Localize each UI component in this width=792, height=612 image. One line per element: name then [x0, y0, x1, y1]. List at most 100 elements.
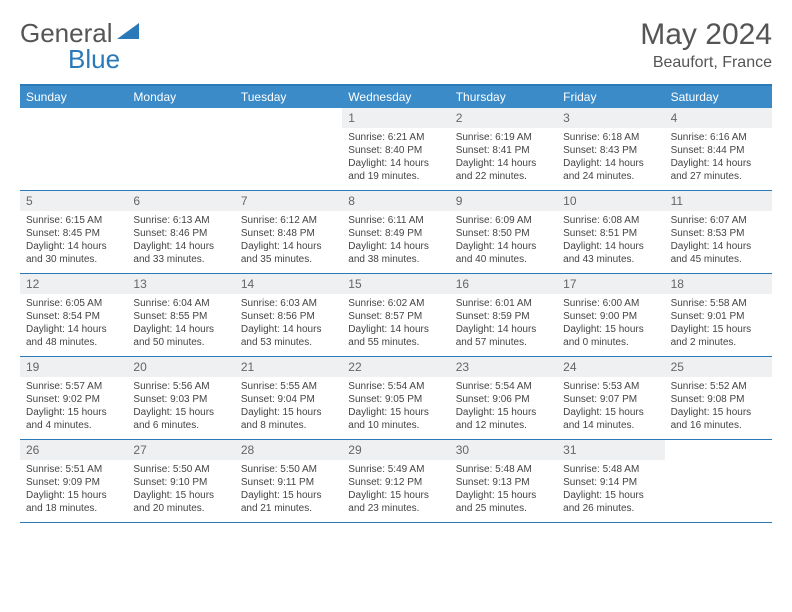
- sunset-text: Sunset: 8:54 PM: [26, 310, 121, 323]
- cell-date: [20, 108, 127, 114]
- cell-body: Sunrise: 5:57 AMSunset: 9:02 PMDaylight:…: [20, 377, 127, 437]
- daylight-text: Daylight: 15 hours and 18 minutes.: [26, 489, 121, 515]
- page-header: General May 2024 Beaufort, France: [20, 18, 772, 72]
- logo-blue-row: Blue: [20, 44, 120, 75]
- daylight-text: Daylight: 14 hours and 38 minutes.: [348, 240, 443, 266]
- sunset-text: Sunset: 9:01 PM: [671, 310, 766, 323]
- cell-body: Sunrise: 6:19 AMSunset: 8:41 PMDaylight:…: [450, 128, 557, 188]
- sunset-text: Sunset: 9:05 PM: [348, 393, 443, 406]
- cell-date: 28: [235, 440, 342, 460]
- sunset-text: Sunset: 9:07 PM: [563, 393, 658, 406]
- cell-date: 17: [557, 274, 664, 294]
- cell-body: Sunrise: 5:54 AMSunset: 9:06 PMDaylight:…: [450, 377, 557, 437]
- cell-date: 20: [127, 357, 234, 377]
- cell-body: Sunrise: 5:50 AMSunset: 9:11 PMDaylight:…: [235, 460, 342, 520]
- daylight-text: Daylight: 15 hours and 12 minutes.: [456, 406, 551, 432]
- sunrise-text: Sunrise: 6:04 AM: [133, 297, 228, 310]
- cell-date: [665, 440, 772, 446]
- sunrise-text: Sunrise: 6:18 AM: [563, 131, 658, 144]
- day-header-mon: Monday: [127, 86, 234, 108]
- cell-body: Sunrise: 6:04 AMSunset: 8:55 PMDaylight:…: [127, 294, 234, 354]
- calendar-cell: 17Sunrise: 6:00 AMSunset: 9:00 PMDayligh…: [557, 274, 664, 356]
- daylight-text: Daylight: 15 hours and 2 minutes.: [671, 323, 766, 349]
- cell-date: 10: [557, 191, 664, 211]
- calendar-cell: 7Sunrise: 6:12 AMSunset: 8:48 PMDaylight…: [235, 191, 342, 273]
- daylight-text: Daylight: 14 hours and 30 minutes.: [26, 240, 121, 266]
- cell-date: 5: [20, 191, 127, 211]
- calendar-cell: 16Sunrise: 6:01 AMSunset: 8:59 PMDayligh…: [450, 274, 557, 356]
- calendar-cell: 28Sunrise: 5:50 AMSunset: 9:11 PMDayligh…: [235, 440, 342, 522]
- calendar-cell: 27Sunrise: 5:50 AMSunset: 9:10 PMDayligh…: [127, 440, 234, 522]
- sunrise-text: Sunrise: 5:56 AM: [133, 380, 228, 393]
- day-header-sun: Sunday: [20, 86, 127, 108]
- sunset-text: Sunset: 9:00 PM: [563, 310, 658, 323]
- cell-date: [235, 108, 342, 114]
- sunset-text: Sunset: 8:50 PM: [456, 227, 551, 240]
- calendar-cell: [127, 108, 234, 190]
- cell-date: 19: [20, 357, 127, 377]
- sunrise-text: Sunrise: 6:21 AM: [348, 131, 443, 144]
- cell-body: Sunrise: 5:50 AMSunset: 9:10 PMDaylight:…: [127, 460, 234, 520]
- cell-body: Sunrise: 5:55 AMSunset: 9:04 PMDaylight:…: [235, 377, 342, 437]
- sunset-text: Sunset: 9:08 PM: [671, 393, 766, 406]
- calendar-cell: 9Sunrise: 6:09 AMSunset: 8:50 PMDaylight…: [450, 191, 557, 273]
- calendar-cell: 20Sunrise: 5:56 AMSunset: 9:03 PMDayligh…: [127, 357, 234, 439]
- cell-date: 30: [450, 440, 557, 460]
- logo-text-blue: Blue: [68, 44, 120, 74]
- cell-date: 12: [20, 274, 127, 294]
- location: Beaufort, France: [640, 54, 772, 72]
- sunset-text: Sunset: 8:46 PM: [133, 227, 228, 240]
- cell-date: [127, 108, 234, 114]
- calendar-cell: [665, 440, 772, 522]
- cell-date: 29: [342, 440, 449, 460]
- sunrise-text: Sunrise: 5:50 AM: [241, 463, 336, 476]
- cell-date: 26: [20, 440, 127, 460]
- cell-date: 27: [127, 440, 234, 460]
- day-header-fri: Friday: [557, 86, 664, 108]
- calendar-cell: 5Sunrise: 6:15 AMSunset: 8:45 PMDaylight…: [20, 191, 127, 273]
- daylight-text: Daylight: 14 hours and 19 minutes.: [348, 157, 443, 183]
- daylight-text: Daylight: 14 hours and 33 minutes.: [133, 240, 228, 266]
- day-header-sat: Saturday: [665, 86, 772, 108]
- cell-date: 2: [450, 108, 557, 128]
- week-row: 1Sunrise: 6:21 AMSunset: 8:40 PMDaylight…: [20, 108, 772, 191]
- week-row: 19Sunrise: 5:57 AMSunset: 9:02 PMDayligh…: [20, 357, 772, 440]
- cell-body: Sunrise: 5:58 AMSunset: 9:01 PMDaylight:…: [665, 294, 772, 354]
- sunrise-text: Sunrise: 5:48 AM: [563, 463, 658, 476]
- sunset-text: Sunset: 9:09 PM: [26, 476, 121, 489]
- day-header-wed: Wednesday: [342, 86, 449, 108]
- day-header-tue: Tuesday: [235, 86, 342, 108]
- sunrise-text: Sunrise: 6:16 AM: [671, 131, 766, 144]
- sunrise-text: Sunrise: 6:19 AM: [456, 131, 551, 144]
- calendar-cell: 8Sunrise: 6:11 AMSunset: 8:49 PMDaylight…: [342, 191, 449, 273]
- calendar-cell: 2Sunrise: 6:19 AMSunset: 8:41 PMDaylight…: [450, 108, 557, 190]
- daylight-text: Daylight: 15 hours and 8 minutes.: [241, 406, 336, 432]
- cell-body: Sunrise: 5:51 AMSunset: 9:09 PMDaylight:…: [20, 460, 127, 520]
- sunrise-text: Sunrise: 6:05 AM: [26, 297, 121, 310]
- sunset-text: Sunset: 8:43 PM: [563, 144, 658, 157]
- calendar-cell: 24Sunrise: 5:53 AMSunset: 9:07 PMDayligh…: [557, 357, 664, 439]
- sunset-text: Sunset: 8:49 PM: [348, 227, 443, 240]
- cell-body: Sunrise: 6:02 AMSunset: 8:57 PMDaylight:…: [342, 294, 449, 354]
- cell-body: Sunrise: 6:11 AMSunset: 8:49 PMDaylight:…: [342, 211, 449, 271]
- calendar-cell: 30Sunrise: 5:48 AMSunset: 9:13 PMDayligh…: [450, 440, 557, 522]
- sunset-text: Sunset: 9:02 PM: [26, 393, 121, 406]
- sunset-text: Sunset: 9:13 PM: [456, 476, 551, 489]
- daylight-text: Daylight: 15 hours and 16 minutes.: [671, 406, 766, 432]
- cell-body: Sunrise: 6:03 AMSunset: 8:56 PMDaylight:…: [235, 294, 342, 354]
- daylight-text: Daylight: 14 hours and 45 minutes.: [671, 240, 766, 266]
- cell-date: 6: [127, 191, 234, 211]
- cell-date: 24: [557, 357, 664, 377]
- week-row: 26Sunrise: 5:51 AMSunset: 9:09 PMDayligh…: [20, 440, 772, 523]
- daylight-text: Daylight: 14 hours and 22 minutes.: [456, 157, 551, 183]
- cell-body: Sunrise: 5:52 AMSunset: 9:08 PMDaylight:…: [665, 377, 772, 437]
- cell-body: Sunrise: 6:01 AMSunset: 8:59 PMDaylight:…: [450, 294, 557, 354]
- daylight-text: Daylight: 14 hours and 27 minutes.: [671, 157, 766, 183]
- daylight-text: Daylight: 15 hours and 21 minutes.: [241, 489, 336, 515]
- title-block: May 2024 Beaufort, France: [640, 18, 772, 72]
- cell-date: 3: [557, 108, 664, 128]
- daylight-text: Daylight: 15 hours and 14 minutes.: [563, 406, 658, 432]
- sunrise-text: Sunrise: 5:49 AM: [348, 463, 443, 476]
- cell-date: 7: [235, 191, 342, 211]
- daylight-text: Daylight: 14 hours and 50 minutes.: [133, 323, 228, 349]
